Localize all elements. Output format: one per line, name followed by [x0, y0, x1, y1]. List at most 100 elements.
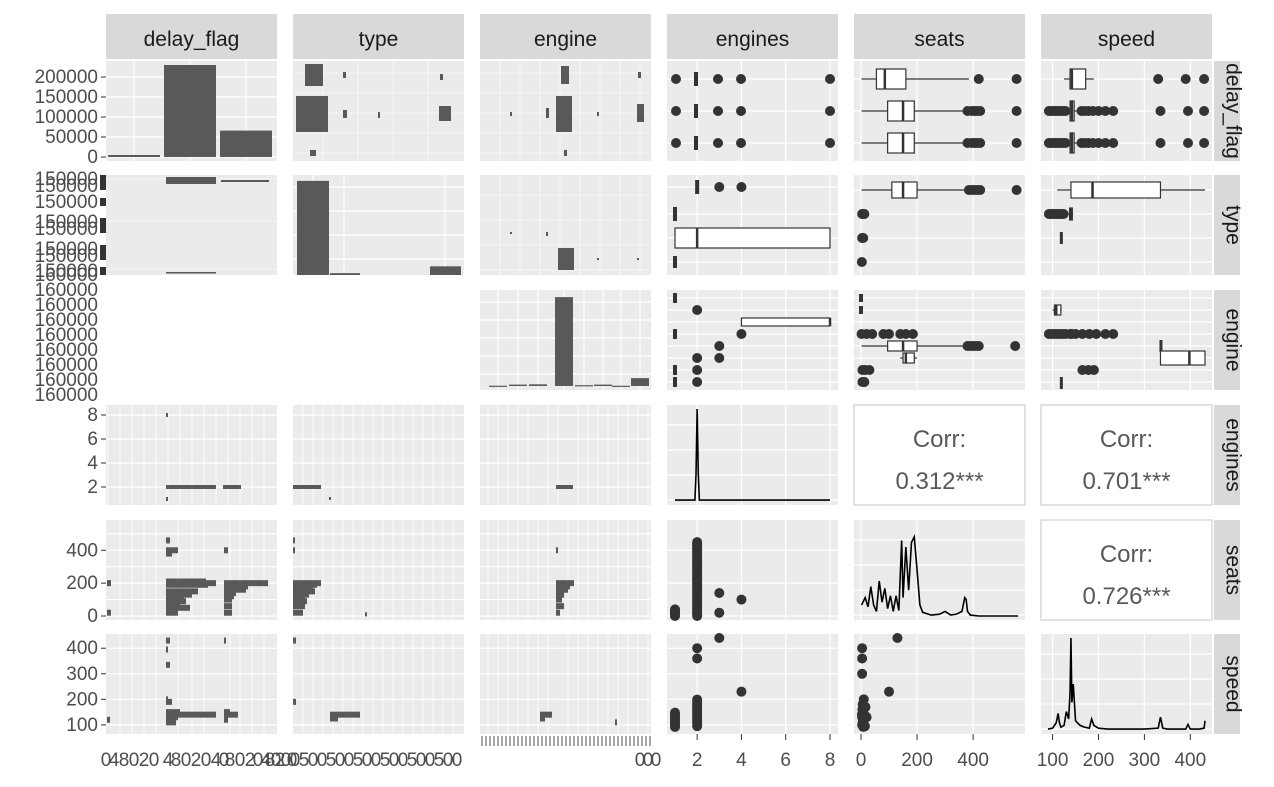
point-engines-type-stack — [695, 180, 700, 194]
bar-engine-7 — [631, 378, 649, 386]
outlier-seats — [856, 257, 867, 267]
bar-engine-delay-2 — [564, 150, 567, 156]
ytick-speed: 400 — [66, 638, 98, 659]
bar-engine-seats-3 — [556, 591, 564, 598]
panel-speed-speed — [1041, 634, 1212, 734]
bar-delay-type-1 — [221, 180, 269, 182]
outlier-seats — [1011, 138, 1022, 148]
ytick-engines: 8 — [87, 405, 98, 426]
strip-right-speed — [1214, 634, 1240, 734]
corr-value-engines-speed: 0.701*** — [1082, 468, 1170, 495]
ytick-type: 150000 — [35, 192, 98, 213]
outlier-speed — [1100, 329, 1111, 339]
point-engines-delay-stack — [694, 104, 698, 118]
xtick-delay_flag: 0 — [271, 750, 282, 771]
point-speed-seats — [857, 653, 868, 664]
bar-type-seats-10 — [293, 537, 295, 544]
point-speed-seats — [884, 686, 895, 697]
bar-engine-4 — [575, 385, 593, 387]
point-speed-engines — [670, 707, 680, 718]
outlier-speed — [1199, 138, 1210, 148]
bar-delay-speed-b-3 — [224, 637, 226, 644]
bar-engine-0 — [489, 385, 507, 387]
bar-type-delay-6 — [440, 74, 443, 80]
bar-type-seats-9 — [293, 547, 295, 554]
bar-delay-seats-11 — [166, 550, 172, 557]
outlier-seats — [975, 185, 986, 195]
bar-delay_flag-1 — [164, 65, 216, 157]
bar-delay-speed-b-2 — [224, 716, 228, 723]
point-seats-engines — [670, 604, 680, 615]
panel-speed-engine — [480, 634, 651, 734]
bar-delay-speed-8 — [166, 661, 170, 668]
point-engines-engine — [714, 353, 725, 363]
xtick-speed: 100 — [1037, 750, 1069, 771]
panel-seats-delay_flag — [106, 520, 277, 620]
bar-delay-seats-b-6 — [224, 603, 232, 610]
bar-engine-speed-1 — [540, 715, 545, 722]
point-engines-engine — [692, 353, 703, 363]
bar-delay_flag-0 — [108, 155, 160, 157]
xtick-delay_flag: 0 — [287, 750, 298, 771]
xtick-delay_flag: 4 — [261, 750, 272, 771]
bar-delay-speed-1 — [166, 709, 180, 716]
bar-engine-type-4 — [637, 258, 639, 260]
bar-type-delay-1 — [296, 96, 328, 132]
panel-speed-seats — [854, 634, 1025, 734]
bar-delay-speed-7 — [166, 646, 168, 653]
bar-type-delay-7 — [439, 106, 451, 121]
corr-label-seats-speed: Corr: — [1100, 541, 1153, 568]
xtick-type: 0 — [290, 750, 301, 771]
outlier-speed — [1093, 106, 1104, 116]
ytick-engine: 160000 — [35, 355, 98, 376]
strip-top-label-seats: seats — [914, 28, 964, 51]
bar-delay-seats-b-5 — [224, 596, 232, 603]
ytick-delay_flag: 150000 — [35, 87, 98, 108]
bar-delay-engines-0 — [166, 485, 216, 489]
point-engines-delay — [713, 138, 723, 148]
strip-right-label-type: type — [1222, 205, 1245, 245]
xtick-delay_flag: 0 — [235, 750, 246, 771]
box-engines-engine-box — [740, 317, 831, 327]
point-speed-seats — [860, 702, 871, 712]
strip-right-engines — [1214, 405, 1240, 505]
point-engines-delay — [671, 106, 681, 116]
ytick-speed: 100 — [66, 715, 98, 736]
bar-delay-seats-b-7 — [224, 609, 232, 616]
bar-engine-1 — [509, 384, 527, 386]
bar-engine-seats-4 — [556, 596, 562, 603]
bar-engine-seats-2 — [556, 586, 568, 593]
panel-type-engines — [667, 175, 838, 275]
outlier-seats — [975, 138, 986, 148]
ytick-engine: 160000 — [35, 385, 98, 406]
box-speed-engine-b-box — [1159, 350, 1206, 366]
point-engines-delay — [713, 74, 723, 84]
outlier-speed — [1058, 209, 1069, 219]
xtick-engine: 0 — [651, 750, 662, 771]
xtick-delay_flag: 8 — [225, 750, 236, 771]
outlier-speed — [1060, 138, 1071, 148]
outlier-seats — [1010, 341, 1021, 351]
outlier-seats — [858, 233, 869, 243]
bar-engine-delay-1 — [556, 96, 572, 132]
strip-right-delay_flag — [1214, 61, 1240, 161]
density-seats — [860, 534, 1018, 617]
strip-right-engine — [1214, 290, 1240, 390]
bar-engine-2 — [529, 384, 547, 386]
ytick-delay_flag: 0 — [87, 147, 98, 168]
point-engines-engine — [692, 377, 703, 387]
bar-delay-seats-d — [107, 609, 111, 616]
bar-delay-seats-2 — [166, 578, 206, 585]
xtick-engines: 2 — [692, 750, 703, 771]
bar-type-speed-0 — [330, 711, 360, 718]
bar-delay-type-2 — [166, 272, 216, 274]
point-engines-delay — [736, 138, 746, 148]
ytick-engines: 4 — [87, 453, 98, 474]
bar-type-seats-4 — [293, 591, 309, 598]
xtick-delay_flag: 0 — [219, 750, 230, 771]
corr-label-engines-speed: Corr: — [1100, 426, 1153, 453]
bar-engine-seats-5 — [556, 603, 564, 610]
outlier-speed — [1183, 106, 1194, 116]
xtick-type: 5 — [299, 750, 310, 771]
ytick-engine: 160000 — [35, 370, 98, 391]
